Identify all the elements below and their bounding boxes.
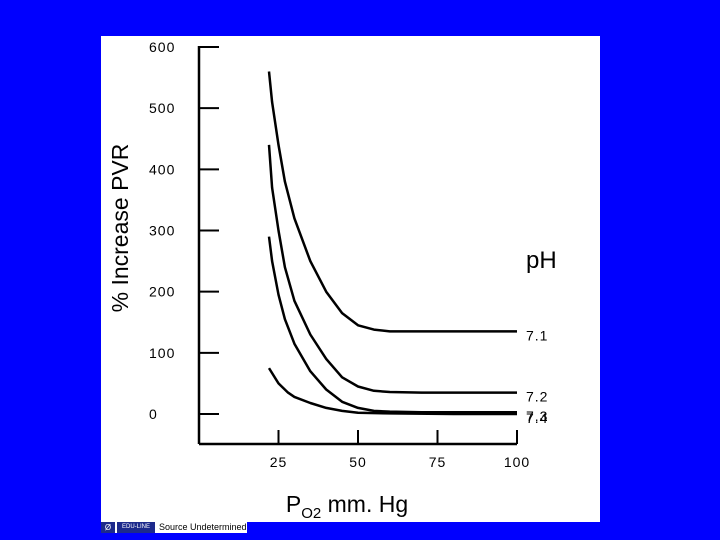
axes: [197, 46, 517, 446]
x-axis-label-sub: O2: [301, 505, 321, 522]
legend-label-ph-7.1: 7.1: [526, 327, 548, 343]
y-tick-label-500: 500: [149, 100, 175, 116]
y-tick-label-0: 0: [149, 406, 158, 422]
series-line-ph-7.2: [267, 144, 517, 394]
source-footer: Ø EDU-LINE Source Undetermined: [101, 521, 247, 533]
legend-label-ph-7.3: 7.3: [526, 408, 548, 424]
series-line-ph-7.4: [267, 367, 517, 416]
source-text: Source Undetermined: [159, 522, 247, 532]
x-tick-label-50: 50: [349, 454, 367, 470]
x-axis-label-main: P: [286, 491, 301, 517]
logo-wordmark: EDU-LINE: [117, 521, 155, 533]
legend-label-ph-7.2: 7.2: [526, 389, 548, 405]
series-lines: [267, 71, 517, 416]
y-axis-label: % Increase PVR: [107, 144, 133, 313]
logo-badge: Ø: [101, 521, 115, 533]
chart: 0 100 200 300 400 500 600 25 50 75 100 pH 7.1 7.2 7…: [107, 39, 557, 522]
legend-title: pH: [526, 247, 557, 274]
x-ticks: 25 50 75 100: [270, 430, 530, 470]
y-tick-label-300: 300: [149, 223, 175, 239]
series-line-ph-7.1: [267, 71, 517, 333]
x-axis-label: PO2 mm. Hg: [286, 491, 408, 522]
chart-panel: 0 100 200 300 400 500 600 25 50 75 100 pH 7.1 7.2 7…: [101, 36, 600, 522]
y-tick-label-400: 400: [149, 161, 175, 177]
y-ticks: 0 100 200 300 400 500 600: [149, 39, 219, 422]
series-line-ph-7.3: [267, 236, 517, 414]
x-axis-label-rest: mm. Hg: [321, 491, 408, 517]
y-tick-label-600: 600: [149, 39, 175, 55]
x-tick-label-75: 75: [429, 454, 447, 470]
legend-label-ph-7.4: 7.4: [526, 410, 548, 426]
y-tick-label-100: 100: [149, 345, 175, 361]
y-tick-label-200: 200: [149, 284, 175, 300]
x-tick-label-100: 100: [504, 454, 530, 470]
x-tick-label-25: 25: [270, 454, 288, 470]
legend: pH 7.1 7.2 7.37.4: [526, 247, 557, 426]
